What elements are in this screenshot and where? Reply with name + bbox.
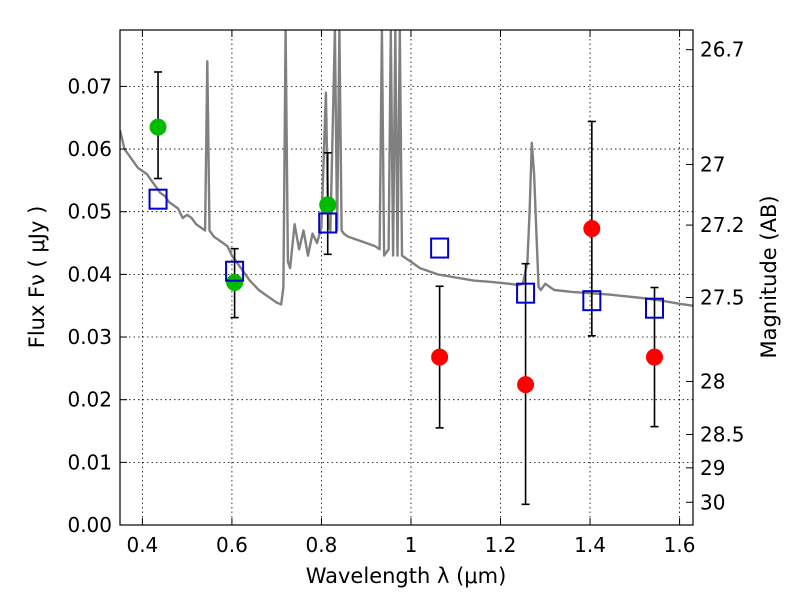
y-tick-label: 0.00 [67,513,112,537]
y-tick-label: 0.04 [67,262,112,286]
y2-tick-label: 29 [700,456,725,480]
photometry-point [583,220,601,238]
photometry-point [149,118,167,136]
photometry-point [646,348,664,366]
tick-labels: 0.4 0.6 0.8 1 1.2 1.4 1.6 0.00 0.01 0.02 0.03 0.04 0… [67,38,744,557]
plot-frame [119,29,694,526]
y-axis-label: Flux Fν ( μJy ) [25,206,49,349]
x-tick-label: 1 [405,533,418,557]
y2-tick-label: 28.5 [700,422,745,446]
model-square [582,290,602,312]
plot-background [120,30,693,525]
y-tick-label: 0.06 [67,137,112,161]
x-tick-label: 0.6 [216,533,248,557]
spectrum-line [120,30,693,307]
x-tick-label: 1.4 [574,533,606,557]
model-square [318,212,338,234]
x-axis-label: Wavelength λ (μm) [306,564,507,588]
x-tick-label: 1.2 [485,533,517,557]
model-square [516,282,536,304]
y2-tick-label: 28 [700,369,725,393]
tick-marks [120,30,693,526]
photometry-point [517,376,535,394]
y-tick-label: 0.01 [67,450,112,474]
model-square [225,260,245,282]
y2-tick-label: 27.5 [700,286,745,310]
y2-tick-label: 27.2 [700,213,745,237]
x-tick-label: 0.4 [126,533,158,557]
x-tick-label: 1.6 [664,533,696,557]
y2-tick-label: 27 [700,152,725,176]
photometry-point [319,196,337,214]
y2-tick-label: 30 [700,490,725,514]
model-square [148,188,168,210]
y2-tick-label: 26.7 [700,38,745,62]
x-tick-label: 0.8 [306,533,338,557]
model-square [430,237,450,259]
model-square [645,297,665,319]
data-layer [120,30,693,506]
photometry-point [431,348,449,366]
y-tick-label: 0.03 [67,325,112,349]
photometry-point [226,274,244,292]
y-tick-label: 0.05 [67,200,112,224]
y-tick-label: 0.02 [67,388,112,412]
y2-axis-label: Magnitude (AB) [757,195,781,358]
y-tick-label: 0.07 [67,74,112,98]
grid-lines [120,30,693,526]
